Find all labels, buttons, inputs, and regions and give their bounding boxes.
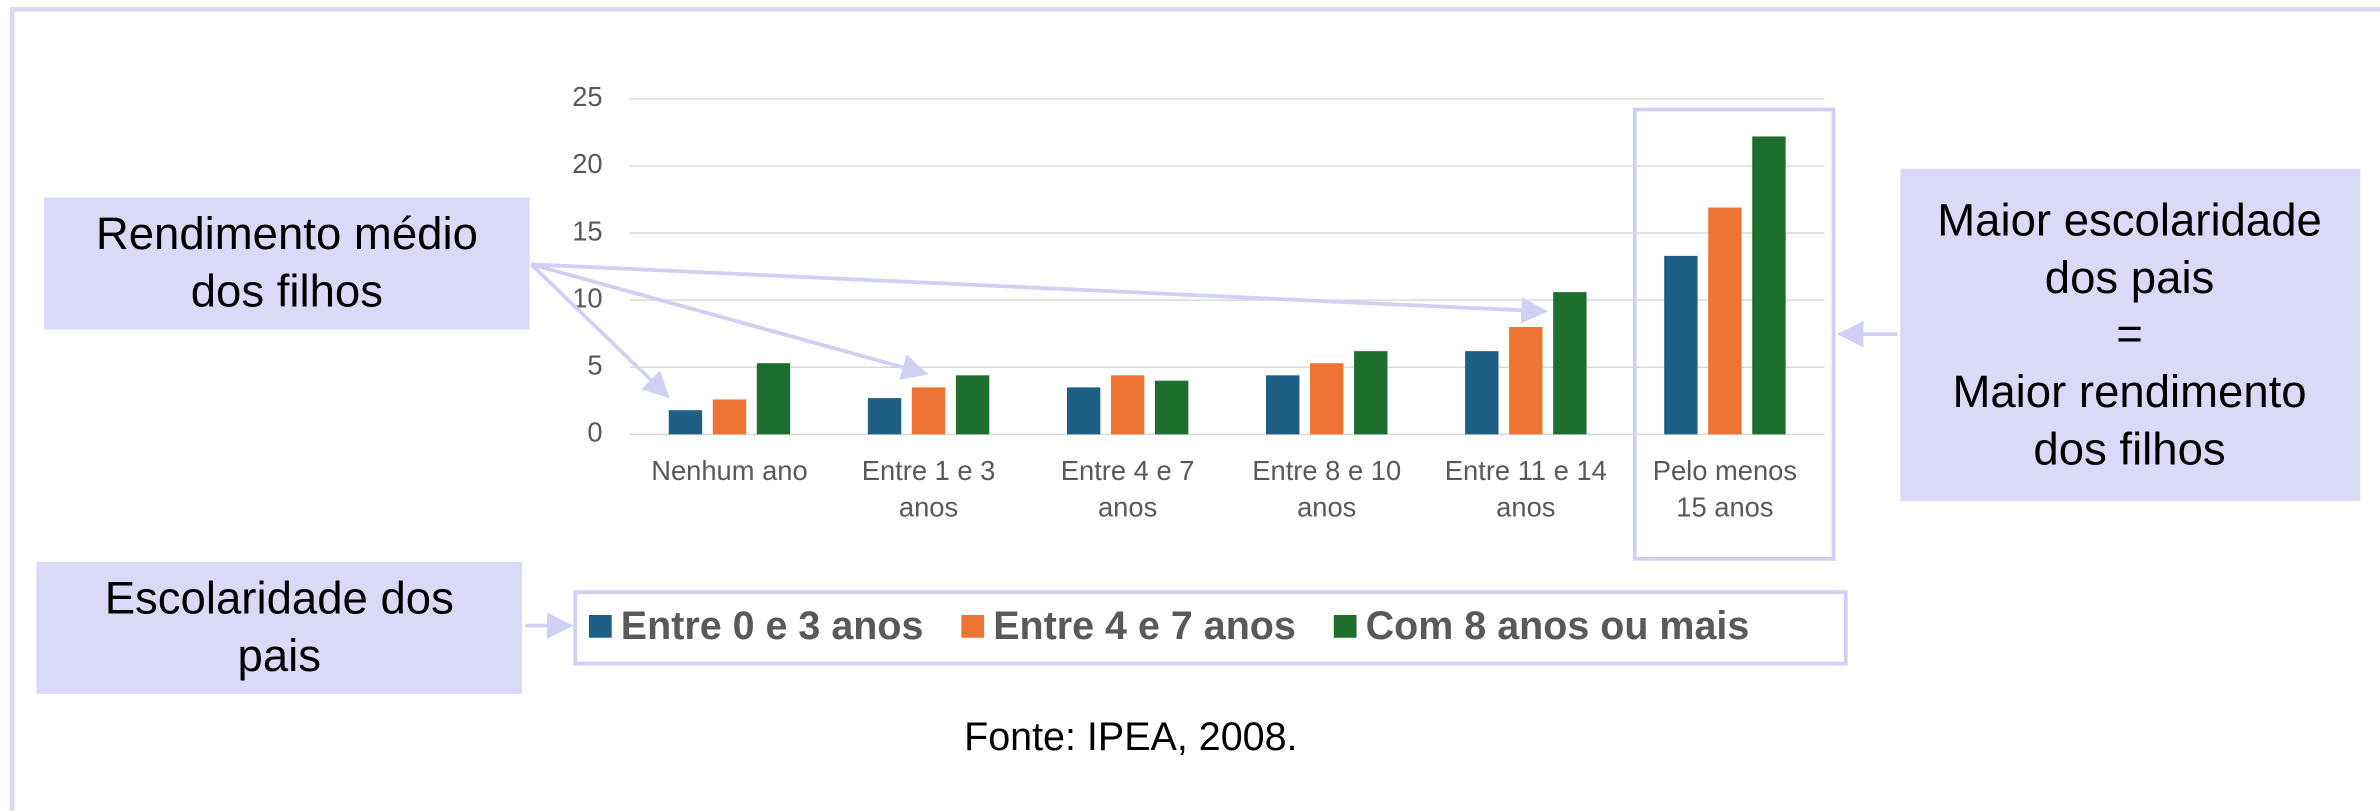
bar [756,363,791,435]
legend-label: Com 8 anos ou mais [1366,604,1750,648]
arrow [529,262,670,399]
x-tick-label-box: Entre 1 e 3 anos [861,455,996,523]
x-tick-label: Entre 8 e 10 anos [1252,455,1402,523]
annotation-text: Maior rendimento [1952,366,2306,417]
x-tick-label: Nenhum ano [651,455,808,486]
bar [1465,351,1499,435]
bar [712,399,747,435]
annotation-box [1900,168,2361,502]
legend-box [573,590,1848,666]
legend-label: Entre 4 e 7 anos [993,604,1296,648]
bar [955,375,990,435]
annotation-text: = [2116,308,2143,359]
bar [1553,292,1587,435]
y-tick-label: 5 [587,349,602,380]
annotation-text: pais [238,630,322,681]
arrow [531,262,1548,324]
annotation-text: dos filhos [191,266,383,317]
bar [1066,387,1101,435]
chart-area [549,68,1855,681]
highlight-box [1632,107,1836,561]
bar [668,410,703,435]
annotation-box [36,561,523,694]
annotation-text: dos pais [2045,252,2215,303]
bar [1354,351,1388,435]
legend-swatch [1333,614,1357,638]
annotation-text: Rendimento médio [96,208,478,259]
y-tick-label: 15 [572,215,602,246]
legend-swatch [961,614,985,638]
bar [1266,375,1300,435]
bar [911,387,946,435]
y-tick-label: 0 [587,417,602,448]
x-tick-label: Entre 11 e 14 anos [1444,455,1607,523]
source: Fonte: IPEA, 2008. [964,715,1297,759]
x-tick-label: Pelo menos 15 anos [1652,455,1798,523]
bar [1708,207,1742,435]
arrow [530,262,929,381]
bar [1509,326,1543,435]
annotation-text: Maior escolaridade [1937,194,2322,245]
y-tick-label: 25 [572,81,602,112]
y-tick-label: 20 [572,148,602,179]
bar [867,398,902,435]
bar [1752,136,1786,435]
x-tick-label-box: Entre 11 e 14 anos [1444,455,1607,523]
x-tick-label: Entre 1 e 3 anos [861,455,996,523]
bar [1664,255,1698,435]
annotation-text: dos filhos [2033,424,2225,475]
bar [1310,363,1344,435]
x-tick-label-box: Nenhum ano [651,455,808,486]
bar [1154,380,1189,435]
x-tick-label: Entre 4 e 7 anos [1060,455,1195,523]
bar [1110,375,1145,435]
x-tick-label-box: Pelo menos 15 anos [1652,455,1798,523]
annotation-text: Escolaridade dos [105,572,454,623]
frame [9,7,2380,811]
x-tick-label-box: Entre 4 e 7 anos [1060,455,1195,523]
legend-label: Entre 0 e 3 anos [621,604,924,648]
x-tick-label-box: Entre 8 e 10 anos [1252,455,1402,523]
legend-swatch [588,614,612,638]
annotation-box [44,197,530,330]
legend: Entre 0 e 3 anos Entre 4 e 7 anos Com 8 an… [588,604,1750,648]
